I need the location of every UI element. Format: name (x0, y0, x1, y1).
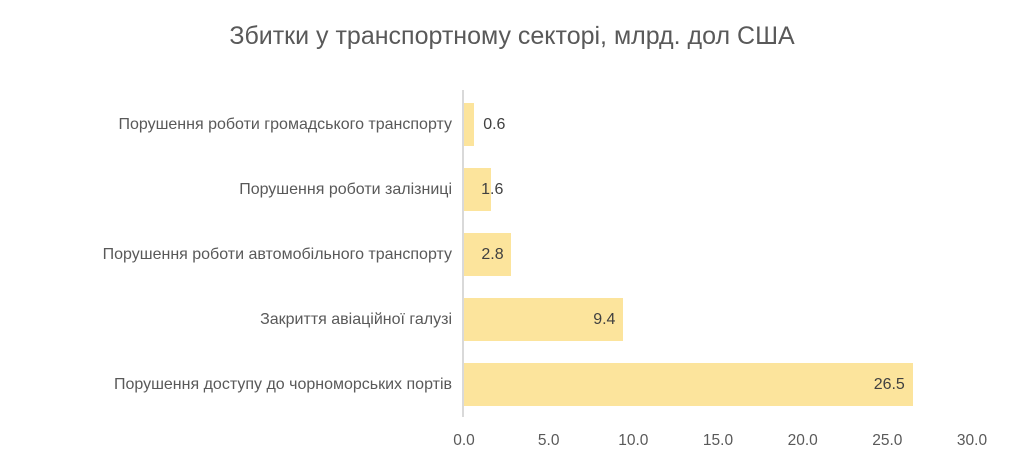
x-axis-tick-label: 30.0 (956, 432, 988, 449)
category-label: Порушення доступу до чорноморських порті… (113, 375, 452, 393)
bar-row: Закриття авіаційної галузі 9.4 (0, 287, 1024, 352)
bar-track: 26.5 (464, 352, 1024, 417)
data-label: 26.5 (873, 375, 905, 393)
bar (464, 168, 492, 211)
data-label: 9.4 (593, 310, 616, 328)
data-label: 0.6 (483, 115, 506, 133)
category-label: Порушення роботи громадського транспорту (118, 115, 452, 133)
x-axis-tick-label: 25.0 (872, 432, 903, 449)
x-axis: 0.0 5.0 10.0 15.0 20.0 25.0 30.0 (453, 432, 1004, 454)
x-axis-tick-label: 15.0 (702, 432, 734, 449)
x-axis-tick-label: 5.0 (537, 432, 560, 449)
y-axis-line (462, 90, 464, 417)
plot-area: Порушення роботи громадського транспорту… (0, 92, 1024, 417)
bar-row: Порушення роботи залізниці 1.6 (0, 157, 1024, 222)
bar-row: Порушення роботи автомобільного транспор… (0, 222, 1024, 287)
bar-row: Порушення роботи громадського транспорту… (0, 92, 1024, 157)
bar-track: 1.6 (464, 157, 1024, 222)
bar-track: 2.8 (464, 222, 1024, 287)
data-label: 1.6 (481, 180, 504, 198)
bar (464, 363, 913, 406)
bar-track: 0.6 (464, 92, 1024, 157)
chart-title: Збитки у транспортному секторі, млрд. до… (229, 22, 795, 50)
x-axis-tick-label: 10.0 (618, 432, 649, 449)
bar (464, 233, 512, 276)
category-label: Порушення роботи залізниці (239, 180, 452, 198)
bar-row: Порушення доступу до чорноморських порті… (0, 352, 1024, 417)
data-label: 2.8 (481, 245, 504, 263)
x-axis-tick-label: 20.0 (787, 432, 818, 449)
bar (464, 103, 475, 146)
bar-track: 9.4 (464, 287, 1024, 352)
x-axis-tick-label: 0.0 (453, 432, 475, 449)
bar (464, 298, 624, 341)
category-label: Порушення роботи автомобільного транспор… (102, 245, 452, 263)
category-label: Закриття авіаційної галузі (260, 310, 452, 328)
